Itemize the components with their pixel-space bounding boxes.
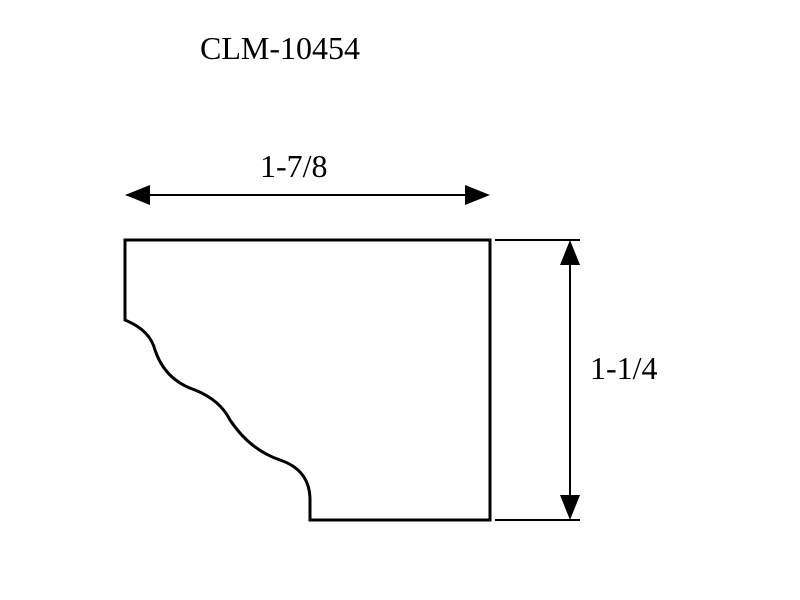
- height-arrow-top: [560, 240, 580, 265]
- molding-profile: [125, 240, 490, 520]
- width-arrow-right: [465, 185, 490, 205]
- diagram-svg: [0, 0, 800, 600]
- width-arrow-left: [125, 185, 150, 205]
- height-arrow-bottom: [560, 495, 580, 520]
